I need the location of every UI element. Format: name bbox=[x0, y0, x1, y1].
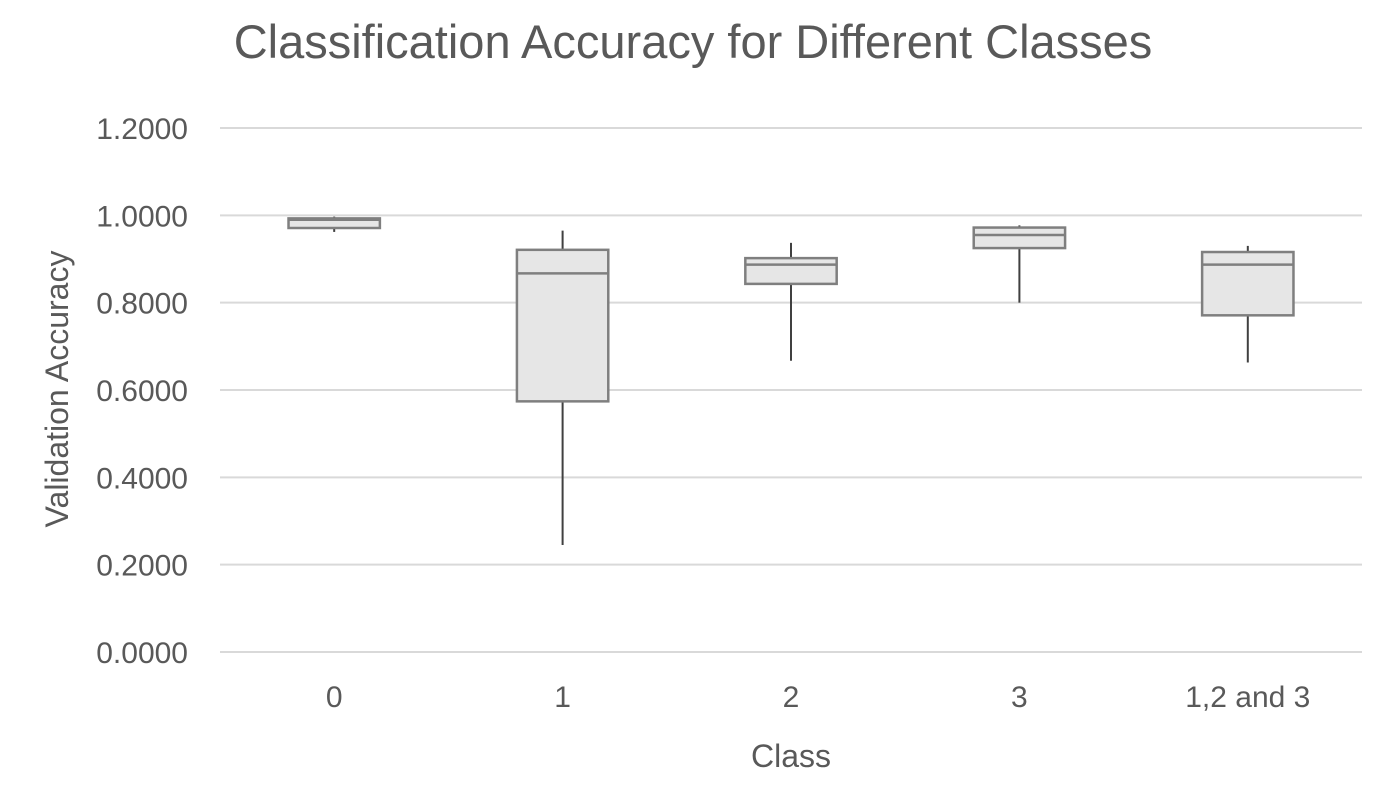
interquartile-box bbox=[744, 256, 838, 286]
y-tick-label: 0.8000 bbox=[96, 288, 188, 321]
box-2 bbox=[744, 242, 838, 361]
y-tick-label: 1.0000 bbox=[96, 200, 188, 233]
y-tick-label: 0.4000 bbox=[96, 462, 188, 495]
x-tick-label: 3 bbox=[1011, 681, 1028, 714]
y-tick-label: 0.6000 bbox=[96, 375, 188, 408]
x-tick-label: 0 bbox=[326, 681, 343, 714]
interquartile-box bbox=[515, 248, 610, 403]
x-axis-title: Class bbox=[751, 738, 831, 774]
box-1 bbox=[515, 230, 610, 546]
x-tick-label: 1 bbox=[554, 681, 571, 714]
y-tick-label: 0.0000 bbox=[96, 637, 188, 670]
gridlines bbox=[220, 127, 1362, 653]
interquartile-box bbox=[972, 226, 1067, 250]
y-axis-tick-labels: 0.0000 0.2000 0.4000 0.6000 0.8000 1.0000 1.20… bbox=[96, 113, 188, 670]
y-tick-label: 0.2000 bbox=[96, 550, 188, 583]
box-3 bbox=[972, 225, 1067, 303]
x-tick-label: 2 bbox=[783, 681, 800, 714]
y-tick-label: 1.2000 bbox=[96, 113, 188, 146]
y-axis-title: Validation Accuracy bbox=[39, 251, 75, 528]
box-1-2-and-3 bbox=[1200, 245, 1295, 363]
x-tick-label: 1,2 and 3 bbox=[1185, 681, 1310, 714]
boxes bbox=[287, 216, 1295, 546]
interquartile-box bbox=[287, 217, 382, 230]
x-axis-tick-labels: 0 1 2 3 1,2 and 3 bbox=[326, 681, 1311, 714]
interquartile-box bbox=[1200, 250, 1295, 317]
chart-title: Classification Accuracy for Different Cl… bbox=[233, 15, 1153, 68]
box-0 bbox=[287, 216, 382, 232]
